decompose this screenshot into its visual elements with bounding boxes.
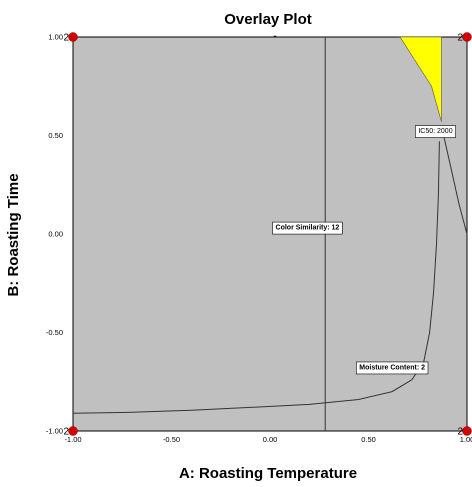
y-tick-label-0: -1.00 bbox=[46, 427, 63, 436]
x-tick-label-3: 0.50 bbox=[361, 435, 376, 444]
contour-line-1 bbox=[72, 141, 440, 414]
contour-label-0: Color Similarity: 12 bbox=[272, 221, 343, 235]
x-tick-label-2: 0.00 bbox=[263, 435, 278, 444]
contour-label-text-1: Moisture Content: 2 bbox=[359, 364, 425, 371]
design-point-count-2: 2 bbox=[63, 427, 69, 438]
y-tick-label-2: 0.00 bbox=[48, 230, 63, 239]
contour-label-1: Moisture Content: 2 bbox=[355, 361, 429, 375]
chart-title: Overlay Plot bbox=[224, 11, 312, 28]
x-tick-label-0: -1.00 bbox=[64, 435, 81, 444]
x-tick-label-1: -0.50 bbox=[163, 435, 180, 444]
design-point-count-3: 2 bbox=[457, 427, 463, 438]
contour-label-box-0 bbox=[272, 221, 343, 235]
y-tick-label-4: 1.00 bbox=[48, 33, 63, 42]
tick-labels-layer: -1.00 -0.50 0.00 0.50 1.00 -1.00 -0.50 0.00 0.50… bbox=[46, 33, 472, 445]
contour-line-2 bbox=[440, 125, 468, 235]
contour-label-box-2 bbox=[415, 125, 456, 138]
x-tick-label-4: 1.00 bbox=[460, 435, 472, 444]
design-points-layer: 2 2 2 2 bbox=[63, 32, 472, 438]
feasible-region bbox=[399, 36, 442, 122]
contour-label-2: IC50: 2000 bbox=[415, 125, 456, 138]
design-point-2 bbox=[68, 426, 78, 436]
design-point-1 bbox=[462, 32, 472, 42]
contour-label-text-2: IC50: 2000 bbox=[418, 128, 452, 135]
y-tick-label-1: -0.50 bbox=[46, 328, 63, 337]
y-axis-label: B: Roasting Time bbox=[5, 173, 22, 296]
x-axis-label: A: Roasting Temperature bbox=[179, 465, 357, 482]
design-point-0 bbox=[68, 32, 78, 42]
contour-label-text-0: Color Similarity: 12 bbox=[276, 225, 340, 232]
design-point-count-1: 2 bbox=[457, 33, 463, 44]
contour-labels-layer: Color Similarity: 12 Moisture Content: 2 I… bbox=[272, 125, 456, 375]
contour-label-box-1 bbox=[355, 361, 429, 375]
design-point-count-0: 2 bbox=[63, 33, 69, 44]
feasible-region-layer bbox=[399, 36, 442, 122]
y-tick-label-3: 0.50 bbox=[48, 131, 63, 140]
